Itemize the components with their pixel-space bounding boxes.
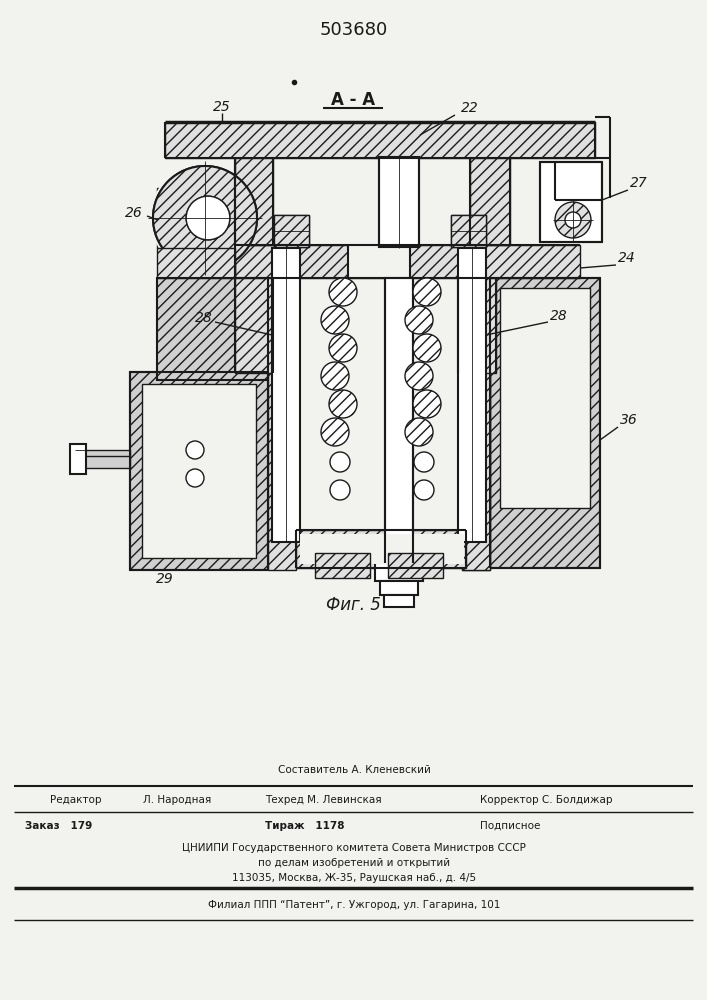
Circle shape <box>330 480 350 500</box>
Circle shape <box>153 166 257 270</box>
Bar <box>142 384 256 558</box>
Circle shape <box>413 278 441 306</box>
Bar <box>380 581 418 595</box>
Bar <box>300 534 383 564</box>
Bar <box>235 158 273 245</box>
Circle shape <box>186 196 230 240</box>
Bar <box>462 325 490 570</box>
Bar <box>315 553 370 578</box>
Circle shape <box>555 202 591 238</box>
Bar <box>451 215 486 247</box>
Circle shape <box>565 212 581 228</box>
Bar <box>130 372 268 570</box>
Text: 25: 25 <box>213 100 231 114</box>
Text: Корректор С. Болдижар: Корректор С. Болдижар <box>480 795 612 805</box>
Text: А - А: А - А <box>331 91 375 109</box>
Bar <box>451 215 486 247</box>
Text: Заказ   179: Заказ 179 <box>25 821 92 831</box>
Circle shape <box>321 362 349 390</box>
Circle shape <box>405 362 433 390</box>
Circle shape <box>414 452 434 472</box>
Bar <box>235 245 580 278</box>
Bar <box>157 248 235 278</box>
Circle shape <box>329 334 357 362</box>
Bar <box>470 158 510 245</box>
Bar <box>157 278 268 380</box>
Text: Фиг. 5: Фиг. 5 <box>325 596 380 614</box>
Circle shape <box>186 469 204 487</box>
Text: Л. Народная: Л. Народная <box>143 795 211 805</box>
Bar <box>458 278 496 373</box>
Text: Тираж   1178: Тираж 1178 <box>265 821 344 831</box>
Text: Составитель А. Кленевский: Составитель А. Кленевский <box>278 765 431 775</box>
Bar <box>274 215 309 247</box>
Text: 26: 26 <box>125 206 143 220</box>
Bar <box>379 157 419 247</box>
Bar <box>540 162 602 242</box>
Text: 28: 28 <box>195 311 213 325</box>
Text: 28: 28 <box>550 309 568 323</box>
Circle shape <box>414 480 434 500</box>
Bar <box>274 215 309 247</box>
Circle shape <box>186 196 230 240</box>
Text: ЦНИИПИ Государственного комитета Совета Министров СССР: ЦНИИПИ Государственного комитета Совета … <box>182 843 526 853</box>
Bar <box>272 248 300 542</box>
Bar <box>462 325 490 570</box>
Bar <box>85 450 130 468</box>
Bar <box>348 244 410 279</box>
Bar <box>388 553 443 578</box>
Bar <box>268 325 296 570</box>
Bar <box>157 188 212 248</box>
Bar <box>375 563 423 581</box>
Bar <box>70 444 86 474</box>
Text: Подписное: Подписное <box>480 821 540 831</box>
Circle shape <box>153 166 257 270</box>
Circle shape <box>329 278 357 306</box>
Circle shape <box>321 306 349 334</box>
Text: 503680: 503680 <box>320 21 388 39</box>
Bar <box>458 248 486 542</box>
Circle shape <box>321 418 349 446</box>
Text: по делам изобретений и открытий: по делам изобретений и открытий <box>258 858 450 868</box>
Circle shape <box>150 163 260 273</box>
Text: 24: 24 <box>618 251 636 265</box>
Bar <box>381 534 464 564</box>
Circle shape <box>413 334 441 362</box>
Bar <box>384 595 414 607</box>
Circle shape <box>405 418 433 446</box>
Bar <box>296 530 466 568</box>
Bar <box>385 278 413 563</box>
Bar <box>490 278 600 568</box>
Text: 27: 27 <box>630 176 648 190</box>
Text: 22: 22 <box>461 101 479 115</box>
Text: Филиал ППП “Патент”, г. Ужгород, ул. Гагарина, 101: Филиал ППП “Патент”, г. Ужгород, ул. Гаг… <box>208 900 500 910</box>
Text: 113035, Москва, Ж-35, Раушская наб., д. 4/5: 113035, Москва, Ж-35, Раушская наб., д. … <box>232 873 476 883</box>
Circle shape <box>413 390 441 418</box>
Circle shape <box>405 306 433 334</box>
Circle shape <box>329 390 357 418</box>
Bar <box>165 122 595 158</box>
Text: 36: 36 <box>620 413 638 427</box>
Circle shape <box>186 441 204 459</box>
Circle shape <box>330 452 350 472</box>
Text: 29: 29 <box>156 572 174 586</box>
Text: Техред М. Левинская: Техред М. Левинская <box>265 795 382 805</box>
Bar <box>500 288 590 508</box>
Text: Редактор: Редактор <box>50 795 102 805</box>
Bar <box>235 278 273 373</box>
